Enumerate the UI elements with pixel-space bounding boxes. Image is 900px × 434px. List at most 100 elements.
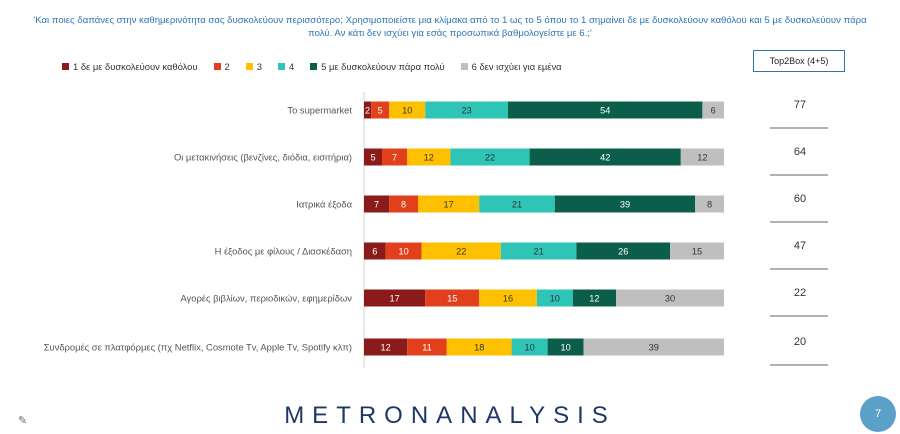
top2box-header: Top2Box (4+5) xyxy=(753,50,845,72)
legend-item: 5 με δυσκολεύουν πάρα πολύ xyxy=(310,60,445,72)
data-label: 5 xyxy=(370,152,375,162)
bar-segment xyxy=(418,195,480,213)
bar-segment xyxy=(421,242,501,260)
question-text: 'Και ποιες δαπάνες στην καθημερινότητα σ… xyxy=(33,15,867,39)
bar-segment xyxy=(407,338,447,356)
legend-item: 3 xyxy=(245,60,262,72)
data-label: 42 xyxy=(600,152,610,162)
legend-label: 5 με δυσκολεύουν πάρα πολύ xyxy=(321,60,445,72)
data-label: 17 xyxy=(443,199,453,209)
data-label: 22 xyxy=(456,246,466,256)
data-label: 8 xyxy=(401,199,406,209)
top2box-value: 47 xyxy=(794,240,806,252)
bar-segment xyxy=(670,242,724,260)
data-label: 10 xyxy=(524,342,534,352)
bar-segment xyxy=(616,289,724,307)
bar-segment xyxy=(511,338,548,356)
data-label: 22 xyxy=(485,152,495,162)
top2box-value: 20 xyxy=(794,336,806,348)
data-label: 10 xyxy=(398,246,408,256)
bar-segment xyxy=(450,148,530,166)
data-label: 23 xyxy=(461,105,471,115)
data-label: 10 xyxy=(560,342,570,352)
legend-swatch xyxy=(245,62,253,70)
legend-label: 3 xyxy=(256,60,262,72)
data-label: 5 xyxy=(378,105,383,115)
bar-segment xyxy=(508,101,703,119)
data-label: 21 xyxy=(512,199,522,209)
data-label: 17 xyxy=(389,293,399,303)
data-label: 2 xyxy=(365,105,370,115)
bar-segment xyxy=(364,289,426,307)
bar-segment xyxy=(425,101,508,119)
data-label: 6 xyxy=(711,105,716,115)
data-label: 8 xyxy=(707,199,712,209)
data-label: 12 xyxy=(697,152,707,162)
legend-label: 2 xyxy=(224,60,230,72)
legend-label: 1 δε με δυσκολεύουν καθόλου xyxy=(73,60,198,72)
bar-segment xyxy=(536,289,573,307)
bar-segment xyxy=(364,242,386,260)
data-label: 30 xyxy=(665,293,675,303)
top2box-value: 77 xyxy=(794,99,806,111)
data-label: 10 xyxy=(402,105,412,115)
pencil-icon: ✎ xyxy=(18,415,28,427)
chart-legend: 1 δε με δυσκολεύουν καθόλου 2 3 4 5 με δυσκο… xyxy=(62,60,578,72)
legend-swatch xyxy=(62,62,69,70)
bar-segment xyxy=(702,101,724,119)
bar-segment xyxy=(371,101,390,119)
bar-segment xyxy=(547,338,584,356)
bar-segment xyxy=(385,242,422,260)
data-label: 39 xyxy=(620,199,630,209)
legend-item: 4 xyxy=(277,60,295,72)
data-label: 54 xyxy=(600,105,610,115)
legend-swatch xyxy=(277,62,285,70)
data-label: 6 xyxy=(372,246,377,256)
data-label: 12 xyxy=(380,342,390,352)
bar-segment xyxy=(364,148,382,166)
data-label: 16 xyxy=(503,293,513,303)
bar-segment xyxy=(583,338,724,356)
data-label: 12 xyxy=(424,152,434,162)
bar-segment xyxy=(364,195,390,213)
data-label: 7 xyxy=(392,152,397,162)
bar-segment xyxy=(479,195,555,213)
top2box-value: 60 xyxy=(794,193,806,205)
data-label: 21 xyxy=(533,246,543,256)
category-label: Ιατρικά έξοδα xyxy=(296,199,352,210)
data-label: 26 xyxy=(618,246,628,256)
data-label: 39 xyxy=(649,342,659,352)
top2box-value: 64 xyxy=(794,146,806,158)
bar-segment xyxy=(446,338,512,356)
data-label: 10 xyxy=(550,293,560,303)
bar-segment xyxy=(529,148,681,166)
category-label: Συνδρομές σε πλατφόρμες (πχ Netflix, Cos… xyxy=(44,342,352,353)
bar-segment xyxy=(479,289,537,307)
bar-segment xyxy=(364,101,372,119)
bar-segment xyxy=(389,101,426,119)
data-label: 12 xyxy=(589,293,599,303)
legend-item: 2 xyxy=(213,60,230,72)
category-label: Οι μετακινήσεις (βενζίνες, διόδια, εισιτ… xyxy=(174,152,352,163)
legend-item: 1 δε με δυσκολεύουν καθόλου xyxy=(62,61,198,72)
bar-segment xyxy=(695,195,724,213)
bar-segment xyxy=(364,338,408,356)
bar-segment xyxy=(680,148,724,166)
metron-analysis-logo: METRONANALYSIS xyxy=(284,402,616,429)
bar-segment xyxy=(500,242,577,260)
bar-segment xyxy=(572,289,616,307)
data-label: 18 xyxy=(474,342,484,352)
category-label: Η έξοδος με φίλους / Διασκέδαση xyxy=(215,246,352,257)
legend-label: 4 xyxy=(288,60,295,72)
page-number-badge: 7 xyxy=(860,396,896,432)
legend-label: 6 δεν ισχύει για εμένα xyxy=(471,60,562,72)
legend-swatch xyxy=(310,62,318,70)
data-label: 7 xyxy=(374,199,379,209)
bar-segment xyxy=(554,195,696,213)
legend-swatch xyxy=(213,62,221,70)
bar-segment xyxy=(407,148,451,166)
data-label: 15 xyxy=(447,293,457,303)
data-label: 15 xyxy=(692,246,702,256)
data-label: 11 xyxy=(422,342,432,352)
